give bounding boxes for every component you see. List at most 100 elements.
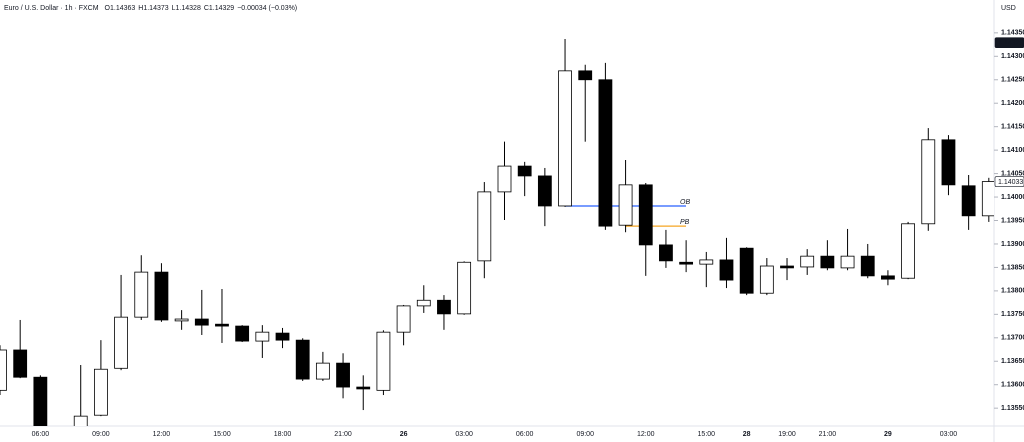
y-tick-label: 1.14150	[1001, 124, 1024, 131]
x-tick-label: 19:00	[778, 431, 796, 438]
x-tick-label: 12:00	[637, 431, 655, 438]
candle-body	[558, 70, 572, 207]
x-tick-label: 12:00	[153, 431, 171, 438]
y-tick-label: 1.13650	[1001, 358, 1024, 365]
candle-body	[336, 362, 350, 388]
x-tick-label: 15:00	[698, 431, 716, 438]
candle-body	[941, 139, 956, 186]
candle-body	[739, 247, 754, 294]
candle-body	[275, 332, 290, 341]
candle-body	[618, 184, 633, 226]
candle-body	[73, 415, 88, 426]
annotation-label: PB	[680, 219, 690, 226]
candle-body	[13, 349, 28, 378]
x-tick-label: 06:00	[516, 431, 534, 438]
y-tick-label: 1.13800	[1001, 288, 1024, 295]
x-tick-label: 03:00	[455, 431, 473, 438]
x-tick-label: 21:00	[334, 431, 352, 438]
candle-body	[235, 325, 250, 342]
header: Euro / U.S. Dollar · 1h · FXCM O1.14363 H1…	[4, 5, 297, 12]
y-tick-label: 1.13850	[1001, 264, 1024, 271]
candle-body	[679, 261, 694, 265]
candle-body	[820, 255, 835, 269]
header-text: −0.00034 (−0.03%)	[237, 5, 297, 12]
y-tick-label: 1.13900	[1001, 241, 1024, 248]
y-tick-label: 1.13950	[1001, 217, 1024, 224]
candle-body	[315, 362, 330, 380]
candle-body	[194, 318, 209, 326]
x-tick-label: 21:00	[819, 431, 837, 438]
candle-body	[578, 70, 593, 81]
x-tick-label: 15:00	[213, 431, 231, 438]
price-tag	[994, 37, 1024, 48]
candle-body	[981, 181, 994, 217]
candle-body	[860, 255, 875, 277]
candle-body	[598, 79, 613, 227]
header-text: Euro / U.S. Dollar · 1h · FXCM	[4, 5, 99, 12]
candle-body	[780, 265, 794, 269]
plot-area: OB PB	[0, 38, 994, 426]
candle-body	[174, 318, 189, 322]
price-tag	[994, 176, 1024, 187]
header-text: O1.14363	[105, 5, 136, 12]
x-tick-label: 06:00	[32, 431, 50, 438]
y-tick-label: 1.14100	[1001, 147, 1024, 154]
price-tag-label: 1.14033	[998, 179, 1023, 186]
candle-body	[497, 165, 512, 193]
candle-body	[154, 271, 169, 321]
candle-body	[94, 368, 108, 416]
candle-body	[477, 191, 492, 262]
header-text: C1.14329	[204, 5, 234, 12]
candle-body	[215, 323, 229, 327]
candle-body	[921, 139, 936, 225]
candle-body	[881, 275, 895, 280]
x-tick-label: 29	[884, 431, 892, 438]
candle-body	[255, 331, 270, 342]
x-tick-label: 09:00	[576, 431, 594, 438]
candle-body	[0, 349, 7, 391]
candle-body	[457, 261, 472, 315]
y-tick-label: 1.14200	[1001, 100, 1024, 107]
candle-body	[719, 259, 734, 281]
y-tick-label: 1.13750	[1001, 311, 1024, 318]
x-tick-label: 26	[400, 431, 408, 438]
candle-body	[134, 271, 149, 318]
y-tick-label: 1.13550	[1001, 405, 1024, 412]
candle-body	[961, 185, 976, 217]
x-tick-label: 18:00	[274, 431, 292, 438]
price-tag-label: 1.14329	[998, 40, 1023, 47]
candle-body	[759, 265, 774, 294]
candle-body	[396, 305, 411, 333]
candle-body	[437, 299, 451, 315]
candle-body	[800, 255, 815, 268]
y-tick-label: 1.14300	[1001, 53, 1024, 60]
candle-body	[901, 223, 915, 279]
candle-body	[699, 259, 714, 265]
header-text: H1.14373	[138, 5, 168, 12]
candle-body	[376, 331, 391, 391]
y-tick-label: 1.14050	[1001, 170, 1024, 177]
currency-label: USD	[1001, 5, 1016, 12]
x-tick-label: 28	[743, 431, 751, 438]
x-tick-label: 09:00	[92, 431, 110, 438]
y-tick-label: 1.13600	[1001, 382, 1024, 389]
x-tick-label: 03:00	[940, 431, 958, 438]
candle-body	[416, 299, 431, 307]
y-tick-label: 1.13700	[1001, 335, 1024, 342]
candle-body	[517, 165, 532, 177]
header-text: L1.14328	[172, 5, 201, 12]
candle-body	[638, 184, 653, 246]
y-tick-label: 1.14350	[1001, 30, 1024, 37]
candle-body	[537, 175, 552, 207]
annotation-label: OB	[680, 199, 690, 206]
candle-body	[295, 339, 310, 380]
y-tick-label: 1.14250	[1001, 77, 1024, 84]
y-tick-label: 1.14000	[1001, 194, 1024, 201]
candle-body	[114, 316, 128, 369]
candle-body	[356, 386, 371, 390]
candle-body	[659, 244, 673, 262]
candle-body	[33, 376, 48, 426]
candle-body	[840, 255, 855, 269]
